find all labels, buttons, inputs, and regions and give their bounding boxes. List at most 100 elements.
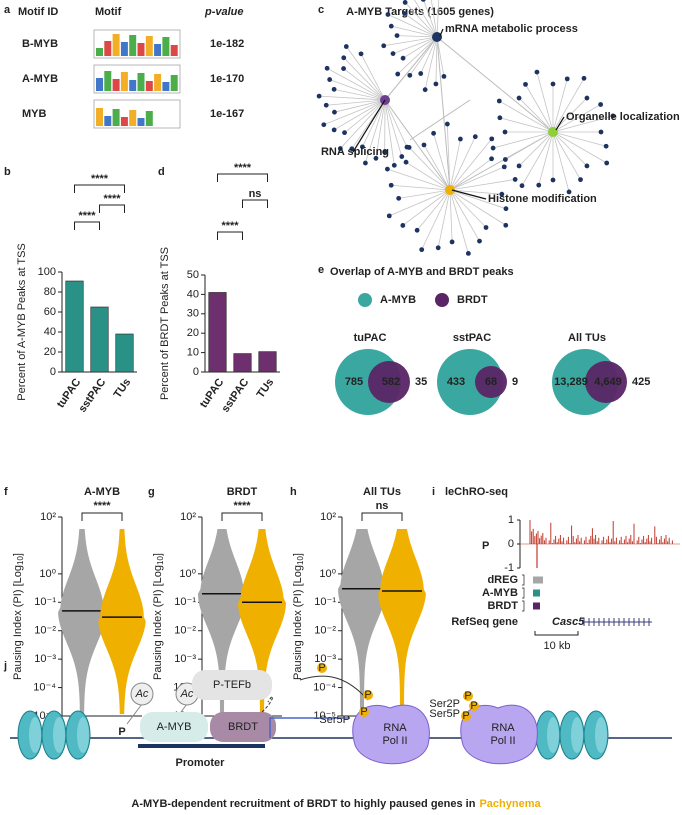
network-node xyxy=(512,177,518,182)
chart-title: BRDT xyxy=(227,486,258,498)
y-axis-label-part: Pausing Index (PI) [Log xyxy=(152,565,164,680)
track-bracket xyxy=(522,600,525,612)
network-edge xyxy=(449,138,493,191)
network-edge xyxy=(420,36,438,74)
nucleosome-face xyxy=(53,717,65,753)
network-edge xyxy=(436,36,445,77)
logo-letter xyxy=(145,111,153,126)
network-node xyxy=(519,183,525,189)
network-edge xyxy=(505,131,554,160)
y-tick-label: 100 xyxy=(38,266,56,278)
y-tick-label: 20 xyxy=(44,346,56,358)
network-node xyxy=(407,72,413,78)
logo-letter xyxy=(120,42,128,56)
network-node xyxy=(603,143,609,149)
phospho xyxy=(463,691,473,701)
nucleosome-face xyxy=(547,717,559,753)
y-axis-label-part: ] xyxy=(12,553,24,556)
y-tick-label: 10² xyxy=(320,511,336,523)
network-edge xyxy=(387,168,451,191)
venn-count: 35 xyxy=(415,376,427,388)
bar xyxy=(90,306,109,373)
y-tick-label: 10⁻³ xyxy=(314,653,336,665)
logo-letter xyxy=(162,82,170,91)
network-edge xyxy=(423,0,438,38)
network-edge xyxy=(538,131,554,186)
network-node xyxy=(316,93,322,99)
acetyl-label: Ac xyxy=(135,688,149,700)
y-tick-label: 10⁻⁵ xyxy=(313,710,336,722)
logo-letter xyxy=(129,110,137,126)
phospho-label: P xyxy=(464,690,471,702)
x-tick-label: P xyxy=(118,726,125,738)
panel-letter: d xyxy=(158,166,165,178)
pol-label: RNA xyxy=(383,722,407,734)
logo-letter xyxy=(129,80,137,91)
network-edge xyxy=(384,99,403,157)
y-tick-label: 0 xyxy=(508,538,514,550)
significance-bracket xyxy=(217,173,268,182)
network-node xyxy=(385,12,391,17)
network-node xyxy=(419,247,425,253)
protein-box xyxy=(192,670,272,700)
significance-label: **** xyxy=(233,500,251,512)
significance-bracket xyxy=(99,204,125,213)
track-label: BRDT xyxy=(487,600,518,612)
network-edge xyxy=(404,2,438,38)
nucleosome-face xyxy=(29,717,41,753)
panel-letter: b xyxy=(4,166,11,178)
p-value: 1e-182 xyxy=(210,38,244,50)
network-node xyxy=(489,156,494,162)
nucleosome-face xyxy=(595,717,607,753)
venn-count: 68 xyxy=(485,376,497,388)
gene-name: Casc5 xyxy=(552,616,585,628)
network-edge xyxy=(521,131,554,186)
caption: A-MYB-dependent recruitment of BRDT to h… xyxy=(131,798,541,810)
logo-letter xyxy=(137,43,145,56)
legend-swatch xyxy=(435,293,449,307)
y-tick-label: 10⁰ xyxy=(39,568,56,580)
protein-box xyxy=(140,712,208,742)
network-node xyxy=(610,113,616,119)
network-edge xyxy=(446,124,451,191)
network-edge xyxy=(423,144,451,191)
phospho xyxy=(461,711,471,721)
logo-letter xyxy=(137,118,145,126)
network-edge xyxy=(414,0,438,38)
track-bracket xyxy=(522,574,525,586)
network-node xyxy=(516,95,522,101)
network-edge xyxy=(552,131,607,164)
network-edge xyxy=(449,138,461,191)
y-axis-label-part: ] xyxy=(292,553,304,556)
y-axis-label-part: Pausing Index (PI) [Log xyxy=(12,565,24,680)
network-edge xyxy=(552,131,607,147)
significance-bracket xyxy=(361,512,403,521)
network-edge xyxy=(392,36,438,54)
venn-set-a xyxy=(437,349,503,415)
network-node xyxy=(396,195,402,201)
venn-set-b xyxy=(475,366,507,398)
y-tick-label: 40 xyxy=(187,288,199,300)
table-header: p-value xyxy=(204,6,244,18)
y-tick-label: 10⁰ xyxy=(179,568,196,580)
network-edge xyxy=(552,78,585,133)
network-node xyxy=(331,86,337,92)
network-edge xyxy=(319,95,386,101)
network-edge xyxy=(384,99,395,166)
network-node xyxy=(349,146,355,152)
phospho-label: P xyxy=(360,706,367,718)
venn-group-label: tuPAC xyxy=(354,332,387,344)
bar xyxy=(65,280,84,373)
caption-highlight: Pachynema xyxy=(479,798,541,810)
violin-body xyxy=(58,529,106,714)
network-edge xyxy=(404,13,438,38)
network-edge xyxy=(436,0,440,38)
y-tick-label: 10⁰ xyxy=(319,568,336,580)
network-node xyxy=(403,159,409,165)
network-edge xyxy=(323,99,386,126)
pol-label: RNA xyxy=(491,722,515,734)
network-edge xyxy=(402,189,451,226)
network-node xyxy=(433,81,439,87)
network-node xyxy=(332,109,337,115)
significance-label: ns xyxy=(249,188,262,200)
